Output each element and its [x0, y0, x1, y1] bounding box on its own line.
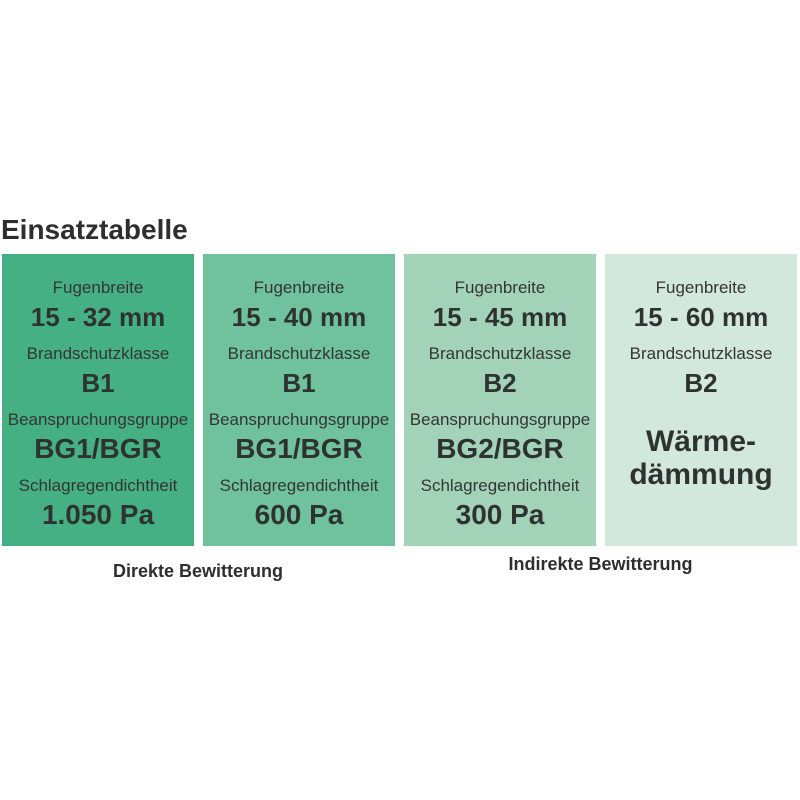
spec-row-fugenbreite: Fugenbreite 15 - 60 mm	[605, 274, 797, 332]
spec-value: 15 - 60 mm	[633, 302, 769, 332]
spec-row-schlagregendichtheit: Schlagregendichtheit 1.050 Pa	[2, 472, 194, 530]
spec-label: Fugenbreite	[454, 278, 546, 297]
caption-indirekte-bewitterung: Indirekte Bewitterung	[508, 554, 693, 574]
spec-label: Schlagregendichtheit	[18, 476, 178, 495]
page-title: Einsatztabelle	[1, 214, 188, 245]
spec-label: Fugenbreite	[655, 278, 747, 297]
spec-label: Brandschutzklasse	[227, 344, 371, 363]
spec-row-beanspruchungsgruppe: Beanspruchungsgruppe BG1/BGR	[203, 406, 395, 464]
spec-column-1: Fugenbreite 15 - 32 mm Brandschutzklasse…	[2, 254, 194, 546]
spec-row-brandschutzklasse: Brandschutzklasse B2	[404, 340, 596, 398]
spec-value: 15 - 40 mm	[231, 302, 367, 332]
spec-value: 1.050 Pa	[41, 499, 155, 530]
spec-row-brandschutzklasse: Brandschutzklasse B1	[203, 340, 395, 398]
einsatz-table: Fugenbreite 15 - 32 mm Brandschutzklasse…	[2, 254, 797, 546]
spec-label: Brandschutzklasse	[428, 344, 572, 363]
spec-label: Fugenbreite	[52, 278, 144, 297]
spec-label: Brandschutzklasse	[629, 344, 773, 363]
spec-value: B1	[282, 368, 316, 398]
spec-value: B1	[81, 368, 115, 398]
spec-row-fugenbreite: Fugenbreite 15 - 45 mm	[404, 274, 596, 332]
spec-value: BG2/BGR	[436, 433, 564, 464]
spec-value: 15 - 45 mm	[432, 302, 568, 332]
spec-value-line: Wärme-	[645, 425, 757, 458]
spec-row-schlagregendichtheit: Schlagregendichtheit 300 Pa	[404, 472, 596, 530]
spec-label: Beanspruchungsgruppe	[7, 410, 189, 429]
spec-row-fugenbreite: Fugenbreite 15 - 32 mm	[2, 274, 194, 332]
spec-column-4: Fugenbreite 15 - 60 mm Brandschutzklasse…	[605, 254, 797, 546]
spec-value: 600 Pa	[254, 499, 344, 530]
spec-label: Beanspruchungsgruppe	[409, 410, 591, 429]
spec-value-line: dämmung	[629, 458, 773, 491]
spec-label: Schlagregendichtheit	[420, 476, 580, 495]
spec-row-schlagregendichtheit: Schlagregendichtheit 600 Pa	[203, 472, 395, 530]
spec-value: BG1/BGR	[235, 433, 363, 464]
spec-row-brandschutzklasse: Brandschutzklasse B2	[605, 340, 797, 398]
spec-value: 15 - 32 mm	[30, 302, 166, 332]
spec-column-2: Fugenbreite 15 - 40 mm Brandschutzklasse…	[203, 254, 395, 546]
spec-row-beanspruchungsgruppe: Beanspruchungsgruppe BG1/BGR	[2, 406, 194, 464]
spec-value: BG1/BGR	[34, 433, 162, 464]
spec-column-3: Fugenbreite 15 - 45 mm Brandschutzklasse…	[404, 254, 596, 546]
caption-direkte-bewitterung: Direkte Bewitterung	[112, 561, 284, 581]
spec-value: 300 Pa	[455, 499, 545, 530]
spec-label: Beanspruchungsgruppe	[208, 410, 390, 429]
spec-label: Schlagregendichtheit	[219, 476, 379, 495]
spec-row-waermedaemmung: Wärme- dämmung	[605, 425, 797, 491]
spec-row-brandschutzklasse: Brandschutzklasse B1	[2, 340, 194, 398]
spec-label: Brandschutzklasse	[26, 344, 170, 363]
spec-row-fugenbreite: Fugenbreite 15 - 40 mm	[203, 274, 395, 332]
spec-label: Fugenbreite	[253, 278, 345, 297]
spec-row-beanspruchungsgruppe: Beanspruchungsgruppe BG2/BGR	[404, 406, 596, 464]
spec-value: B2	[483, 368, 517, 398]
spec-value: B2	[684, 368, 718, 398]
